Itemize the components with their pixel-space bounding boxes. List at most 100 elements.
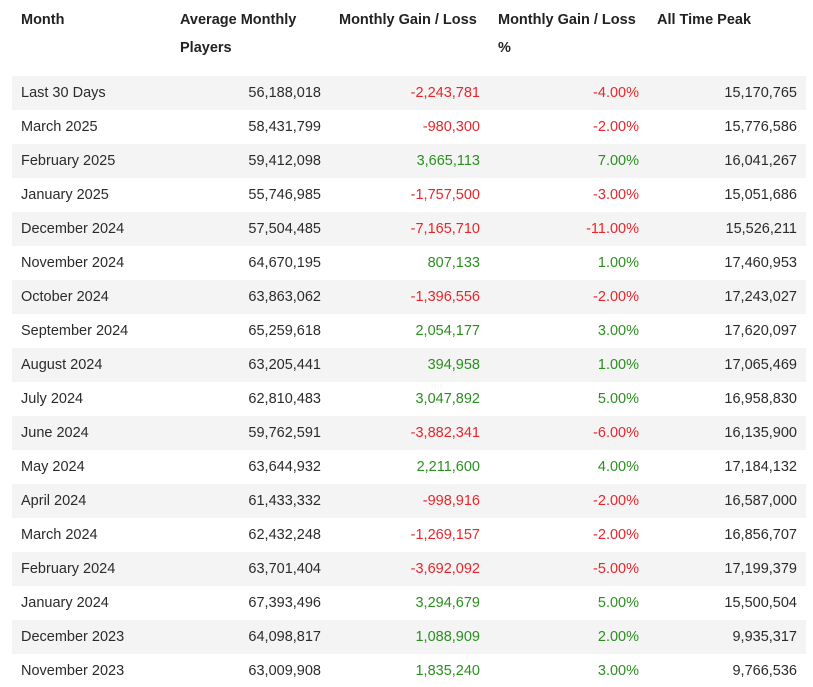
cell-gain-loss-percent: -2.00% xyxy=(489,518,648,552)
cell-gain-loss: -3,882,341 xyxy=(330,416,489,450)
cell-all-time-peak: 16,958,830 xyxy=(648,382,806,416)
cell-gain-loss: 3,665,113 xyxy=(330,144,489,178)
cell-all-time-peak: 15,776,586 xyxy=(648,110,806,144)
cell-gain-loss: 807,133 xyxy=(330,246,489,280)
table-row: February 2025 59,412,098 3,665,113 7.00% 16,… xyxy=(12,144,806,178)
cell-gain-loss-percent: -2.00% xyxy=(489,484,648,518)
cell-month: August 2024 xyxy=(12,348,171,382)
cell-month: January 2025 xyxy=(12,178,171,212)
table-row: March 2025 58,431,799 -980,300 -2.00% 15,776… xyxy=(12,110,806,144)
cell-average-players: 59,412,098 xyxy=(171,144,330,178)
cell-month: Last 30 Days xyxy=(12,76,171,110)
cell-average-players: 64,670,195 xyxy=(171,246,330,280)
cell-gain-loss-percent: 4.00% xyxy=(489,450,648,484)
table-row: April 2024 61,433,332 -998,916 -2.00% 16,587… xyxy=(12,484,806,518)
header-month[interactable]: Month xyxy=(12,0,171,70)
header-all-time-peak[interactable]: All Time Peak xyxy=(648,0,806,70)
cell-gain-loss-percent: -4.00% xyxy=(489,76,648,110)
cell-month: March 2025 xyxy=(12,110,171,144)
cell-gain-loss: 3,047,892 xyxy=(330,382,489,416)
cell-month: December 2024 xyxy=(12,212,171,246)
player-stats-table: Month Average Monthly Players Monthly Ga… xyxy=(12,0,806,687)
cell-gain-loss-percent: -5.00% xyxy=(489,552,648,586)
cell-all-time-peak: 15,500,504 xyxy=(648,586,806,620)
header-spacer xyxy=(12,70,806,76)
cell-gain-loss-percent: 3.00% xyxy=(489,654,648,687)
cell-all-time-peak: 16,135,900 xyxy=(648,416,806,450)
cell-gain-loss: -998,916 xyxy=(330,484,489,518)
table-row: January 2025 55,746,985 -1,757,500 -3.00% 15… xyxy=(12,178,806,212)
cell-average-players: 62,432,248 xyxy=(171,518,330,552)
table-row: December 2024 57,504,485 -7,165,710 -11.00%… xyxy=(12,212,806,246)
cell-gain-loss-percent: 5.00% xyxy=(489,586,648,620)
cell-gain-loss-percent: -11.00% xyxy=(489,212,648,246)
cell-month: April 2024 xyxy=(12,484,171,518)
table-row: November 2023 63,009,908 1,835,240 3.00% 9,7… xyxy=(12,654,806,687)
cell-average-players: 65,259,618 xyxy=(171,314,330,348)
cell-all-time-peak: 9,766,536 xyxy=(648,654,806,687)
cell-all-time-peak: 17,199,379 xyxy=(648,552,806,586)
cell-gain-loss-percent: -6.00% xyxy=(489,416,648,450)
cell-gain-loss-percent: 5.00% xyxy=(489,382,648,416)
table-row: July 2024 62,810,483 3,047,892 5.00% 16,958,… xyxy=(12,382,806,416)
cell-gain-loss: 2,054,177 xyxy=(330,314,489,348)
cell-average-players: 63,701,404 xyxy=(171,552,330,586)
cell-month: November 2024 xyxy=(12,246,171,280)
cell-gain-loss-percent: -3.00% xyxy=(489,178,648,212)
cell-month: December 2023 xyxy=(12,620,171,654)
cell-average-players: 58,431,799 xyxy=(171,110,330,144)
cell-gain-loss: -980,300 xyxy=(330,110,489,144)
cell-month: January 2024 xyxy=(12,586,171,620)
cell-gain-loss-percent: -2.00% xyxy=(489,280,648,314)
cell-gain-loss-percent: -2.00% xyxy=(489,110,648,144)
table-row: December 2023 64,098,817 1,088,909 2.00% 9,9… xyxy=(12,620,806,654)
cell-month: October 2024 xyxy=(12,280,171,314)
table-row: June 2024 59,762,591 -3,882,341 -6.00% 16,13… xyxy=(12,416,806,450)
cell-month: February 2025 xyxy=(12,144,171,178)
cell-month: September 2024 xyxy=(12,314,171,348)
cell-all-time-peak: 17,065,469 xyxy=(648,348,806,382)
cell-average-players: 59,762,591 xyxy=(171,416,330,450)
cell-gain-loss-percent: 1.00% xyxy=(489,246,648,280)
table-row: January 2024 67,393,496 3,294,679 5.00% 15,5… xyxy=(12,586,806,620)
header-row: Month Average Monthly Players Monthly Ga… xyxy=(12,0,806,70)
cell-gain-loss: -7,165,710 xyxy=(330,212,489,246)
header-monthly-gain-loss[interactable]: Monthly Gain / Loss xyxy=(330,0,489,70)
cell-gain-loss: -1,269,157 xyxy=(330,518,489,552)
cell-month: November 2023 xyxy=(12,654,171,687)
cell-month: May 2024 xyxy=(12,450,171,484)
cell-gain-loss: 1,088,909 xyxy=(330,620,489,654)
cell-all-time-peak: 16,587,000 xyxy=(648,484,806,518)
cell-average-players: 67,393,496 xyxy=(171,586,330,620)
cell-month: July 2024 xyxy=(12,382,171,416)
header-monthly-gain-loss-percent[interactable]: Monthly Gain / Loss % xyxy=(489,0,648,70)
cell-average-players: 61,433,332 xyxy=(171,484,330,518)
cell-average-players: 63,863,062 xyxy=(171,280,330,314)
cell-average-players: 64,098,817 xyxy=(171,620,330,654)
table-row: Last 30 Days 56,188,018 -2,243,781 -4.00% 15… xyxy=(12,76,806,110)
cell-gain-loss: 1,835,240 xyxy=(330,654,489,687)
cell-month: March 2024 xyxy=(12,518,171,552)
table-row: September 2024 65,259,618 2,054,177 3.00% 17… xyxy=(12,314,806,348)
cell-all-time-peak: 16,856,707 xyxy=(648,518,806,552)
cell-gain-loss-percent: 7.00% xyxy=(489,144,648,178)
cell-average-players: 57,504,485 xyxy=(171,212,330,246)
table-row: May 2024 63,644,932 2,211,600 4.00% 17,184,1… xyxy=(12,450,806,484)
table-row: February 2024 63,701,404 -3,692,092 -5.00% 1… xyxy=(12,552,806,586)
cell-month: June 2024 xyxy=(12,416,171,450)
cell-all-time-peak: 16,041,267 xyxy=(648,144,806,178)
cell-average-players: 63,644,932 xyxy=(171,450,330,484)
cell-average-players: 63,009,908 xyxy=(171,654,330,687)
table-body: Last 30 Days 56,188,018 -2,243,781 -4.00% 15… xyxy=(12,70,806,687)
cell-all-time-peak: 17,184,132 xyxy=(648,450,806,484)
table-row: August 2024 63,205,441 394,958 1.00% 17,065,… xyxy=(12,348,806,382)
cell-gain-loss-percent: 1.00% xyxy=(489,348,648,382)
cell-gain-loss-percent: 2.00% xyxy=(489,620,648,654)
table-header: Month Average Monthly Players Monthly Ga… xyxy=(12,0,806,70)
header-average-monthly-players[interactable]: Average Monthly Players xyxy=(171,0,330,70)
cell-gain-loss: 394,958 xyxy=(330,348,489,382)
cell-gain-loss-percent: 3.00% xyxy=(489,314,648,348)
cell-average-players: 62,810,483 xyxy=(171,382,330,416)
cell-all-time-peak: 17,243,027 xyxy=(648,280,806,314)
cell-gain-loss: -3,692,092 xyxy=(330,552,489,586)
